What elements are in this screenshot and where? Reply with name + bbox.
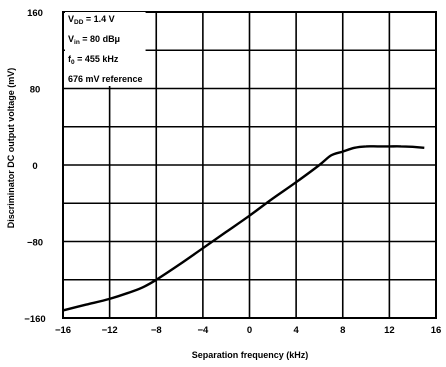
x-tick-label: 8 [340,325,345,336]
annotation-f0: f0 = 455 kHz [68,54,119,66]
y-tick-label: −160 [24,314,45,325]
y-tick-label: −80 [27,238,43,249]
x-tick-label: −4 [197,325,209,336]
annotation-vin: Vin = 80 dBμ [68,34,120,46]
y-axis-label: Discriminator DC output voltage (mV) [6,68,16,229]
x-axis-label: Separation frequency (kHz) [192,350,309,360]
tick-labels: −16 −12 −8 −4 0 4 8 12 16 −160 −80 0 80 160 [24,8,441,336]
y-tick-label: 0 [32,161,37,172]
x-tick-label: 12 [384,325,395,336]
x-tick-label: −16 [55,325,71,336]
annotation-background [65,12,146,86]
x-tick-label: −8 [151,325,162,336]
y-tick-label: 80 [30,85,41,96]
annotation-vdd: VDD = 1.4 V [68,14,115,26]
y-tick-label: 160 [27,8,43,19]
annotation-box: VDD = 1.4 V Vin = 80 dBμ f0 = 455 kHz 67… [65,12,146,86]
series-group [62,145,425,312]
x-tick-label: −12 [102,325,118,336]
x-tick-label: 4 [293,325,299,336]
x-tick-label: 0 [247,325,252,336]
annotation-reference: 676 mV reference [68,74,143,84]
plot-frame [62,11,437,319]
series-line [62,145,425,312]
x-tick-label: 16 [431,325,442,336]
